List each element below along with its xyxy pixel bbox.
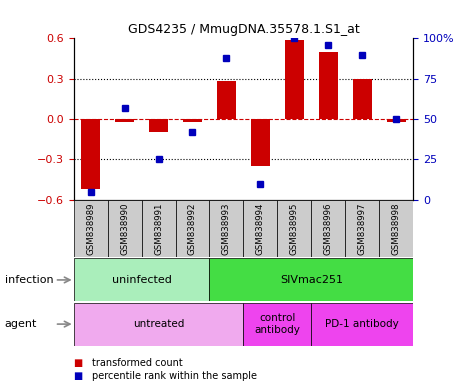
Bar bbox=[387, 119, 406, 122]
Bar bbox=[74, 200, 107, 257]
Bar bbox=[217, 81, 236, 119]
Bar bbox=[74, 303, 243, 346]
Bar bbox=[115, 119, 134, 122]
Text: GSM838990: GSM838990 bbox=[120, 203, 129, 255]
Text: untreated: untreated bbox=[133, 319, 184, 329]
Bar bbox=[176, 200, 209, 257]
Bar bbox=[345, 200, 379, 257]
Text: GSM838996: GSM838996 bbox=[324, 203, 333, 255]
Bar bbox=[142, 200, 176, 257]
Text: percentile rank within the sample: percentile rank within the sample bbox=[92, 371, 256, 381]
Bar bbox=[319, 52, 338, 119]
Text: GSM838991: GSM838991 bbox=[154, 203, 163, 255]
Bar bbox=[107, 200, 142, 257]
Bar bbox=[312, 303, 413, 346]
Text: PD-1 antibody: PD-1 antibody bbox=[325, 319, 399, 329]
Text: transformed count: transformed count bbox=[92, 358, 182, 368]
Bar bbox=[277, 200, 311, 257]
Text: GSM838993: GSM838993 bbox=[222, 203, 231, 255]
Text: control
antibody: control antibody bbox=[255, 313, 300, 335]
Bar bbox=[353, 79, 371, 119]
Text: agent: agent bbox=[5, 319, 37, 329]
Text: GSM838995: GSM838995 bbox=[290, 203, 299, 255]
Text: GSM838998: GSM838998 bbox=[392, 203, 401, 255]
Text: ■: ■ bbox=[74, 371, 83, 381]
Title: GDS4235 / MmugDNA.35578.1.S1_at: GDS4235 / MmugDNA.35578.1.S1_at bbox=[128, 23, 359, 36]
Bar bbox=[312, 200, 345, 257]
Text: GSM838997: GSM838997 bbox=[358, 203, 367, 255]
Bar bbox=[149, 119, 168, 132]
Bar bbox=[209, 200, 243, 257]
Text: infection: infection bbox=[5, 275, 53, 285]
Text: ■: ■ bbox=[74, 358, 83, 368]
Bar bbox=[285, 40, 304, 119]
Bar bbox=[81, 119, 100, 189]
Text: uninfected: uninfected bbox=[112, 275, 171, 285]
Text: SIVmac251: SIVmac251 bbox=[280, 275, 343, 285]
Bar bbox=[243, 303, 312, 346]
Bar bbox=[251, 119, 270, 166]
Bar bbox=[379, 200, 413, 257]
Bar bbox=[183, 119, 202, 122]
Text: GSM838989: GSM838989 bbox=[86, 203, 95, 255]
Text: GSM838994: GSM838994 bbox=[256, 203, 265, 255]
Text: GSM838992: GSM838992 bbox=[188, 203, 197, 255]
Bar bbox=[74, 258, 209, 301]
Bar bbox=[209, 258, 413, 301]
Bar bbox=[243, 200, 277, 257]
